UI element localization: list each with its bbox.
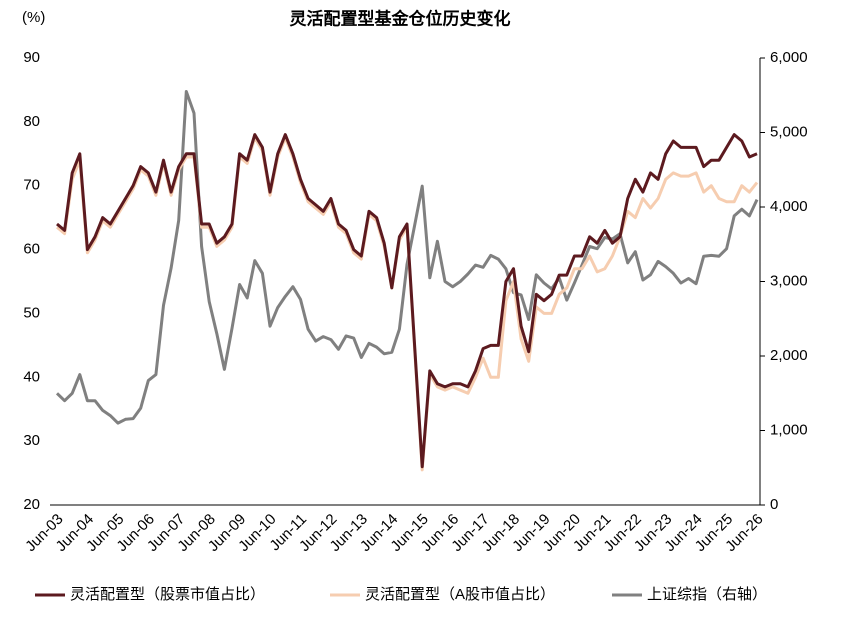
legend-label: 灵活配置型（A股市值占比） [365,586,555,603]
legend-label: 上证综指（右轴） [647,586,767,603]
chart-title: 灵活配置型基金仓位历史变化 [290,8,511,28]
legend-label: 灵活配置型（股票市值占比） [70,586,265,603]
y2-tick-label: 1,000 [770,421,808,438]
y-tick-label: 60 [23,241,40,258]
y-tick-label: 80 [23,113,40,130]
y-axis-unit: (%) [22,9,45,26]
y-tick-label: 90 [23,49,40,66]
y2-tick-label: 0 [770,496,778,513]
series-line [55,90,759,425]
series-line [56,133,758,469]
y-tick-label: 70 [23,177,40,194]
y2-tick-label: 5,000 [770,123,808,140]
y2-tick-label: 6,000 [770,49,808,66]
y-tick-label: 50 [23,304,40,321]
y2-tick-label: 2,000 [770,347,808,364]
y-tick-label: 40 [23,368,40,385]
y2-tick-label: 4,000 [770,198,808,215]
series-line [56,136,759,472]
y-tick-label: 20 [23,496,40,513]
y-tick-label: 30 [23,432,40,449]
y2-tick-label: 3,000 [770,272,808,289]
